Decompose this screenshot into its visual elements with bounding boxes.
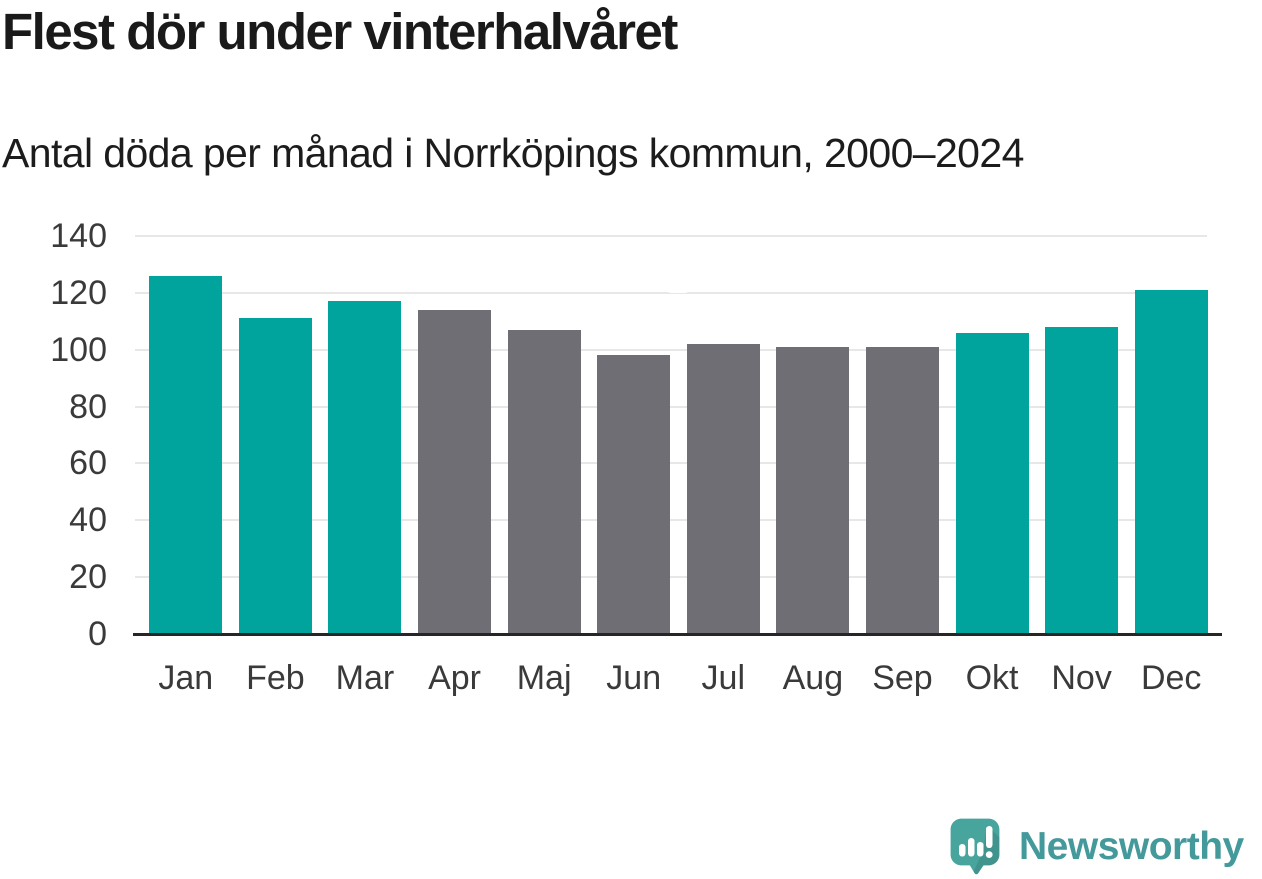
bar-dec	[1134, 290, 1208, 634]
gridline-gap-artifact	[663, 284, 693, 293]
chart-subtitle: Antal döda per månad i Norrköpings kommu…	[2, 130, 1024, 176]
gridline-100	[135, 348, 1207, 351]
x-tick-label-mar: Mar	[335, 659, 395, 697]
y-tick-label-40: 40	[69, 501, 107, 540]
x-tick-label-jan: Jan	[158, 659, 214, 697]
bar-apr	[418, 309, 492, 634]
y-tick-label-100: 100	[50, 330, 107, 369]
logo-mini-bars	[959, 826, 993, 858]
y-tick-label-0: 0	[88, 615, 107, 653]
x-tick-label-sep: Sep	[872, 659, 933, 697]
chart-title: Flest dör under vinterhalvåret	[2, 3, 678, 60]
x-tick-label-maj: Maj	[516, 659, 572, 697]
y-tick-label-80: 80	[69, 387, 107, 426]
gridline-140	[135, 235, 1207, 237]
x-tick-label-okt: Okt	[965, 659, 1019, 697]
y-tick-label-60: 60	[69, 444, 107, 483]
bar-aug	[776, 346, 850, 634]
gridline-40	[135, 519, 1207, 522]
newsworthy-speech-bubble-chart-icon	[950, 818, 1000, 875]
x-tick-label-jul: Jul	[701, 659, 746, 697]
gridline-60	[135, 462, 1207, 465]
gridline-80	[135, 405, 1207, 408]
bar-maj	[507, 329, 581, 634]
bar-okt	[955, 332, 1029, 634]
bar-mar	[328, 301, 402, 634]
x-tick-label-jun: Jun	[606, 659, 662, 697]
x-tick-label-aug: Aug	[782, 659, 844, 697]
bar-jan	[149, 275, 223, 634]
x-tick-label-dec: Dec	[1140, 659, 1202, 697]
x-tick-label-apr: Apr	[428, 659, 481, 697]
x-axis-line	[133, 633, 1222, 636]
logo-shade	[972, 825, 1000, 875]
y-tick-label-120: 120	[50, 273, 107, 312]
y-tick-label-140: 140	[50, 217, 107, 255]
gridline-20	[135, 576, 1207, 579]
bar-feb	[238, 318, 312, 634]
bar-jul	[686, 344, 760, 634]
newsworthy-brand: Newsworthy	[950, 817, 1244, 876]
x-tick-label-nov: Nov	[1051, 659, 1112, 697]
y-tick-label-20: 20	[69, 558, 107, 597]
bar-sep	[865, 346, 939, 634]
bar-nov	[1045, 326, 1119, 634]
newsworthy-wordmark: Newsworthy	[1019, 825, 1244, 868]
bar-jun	[597, 355, 671, 634]
x-tick-label-feb: Feb	[246, 659, 305, 697]
